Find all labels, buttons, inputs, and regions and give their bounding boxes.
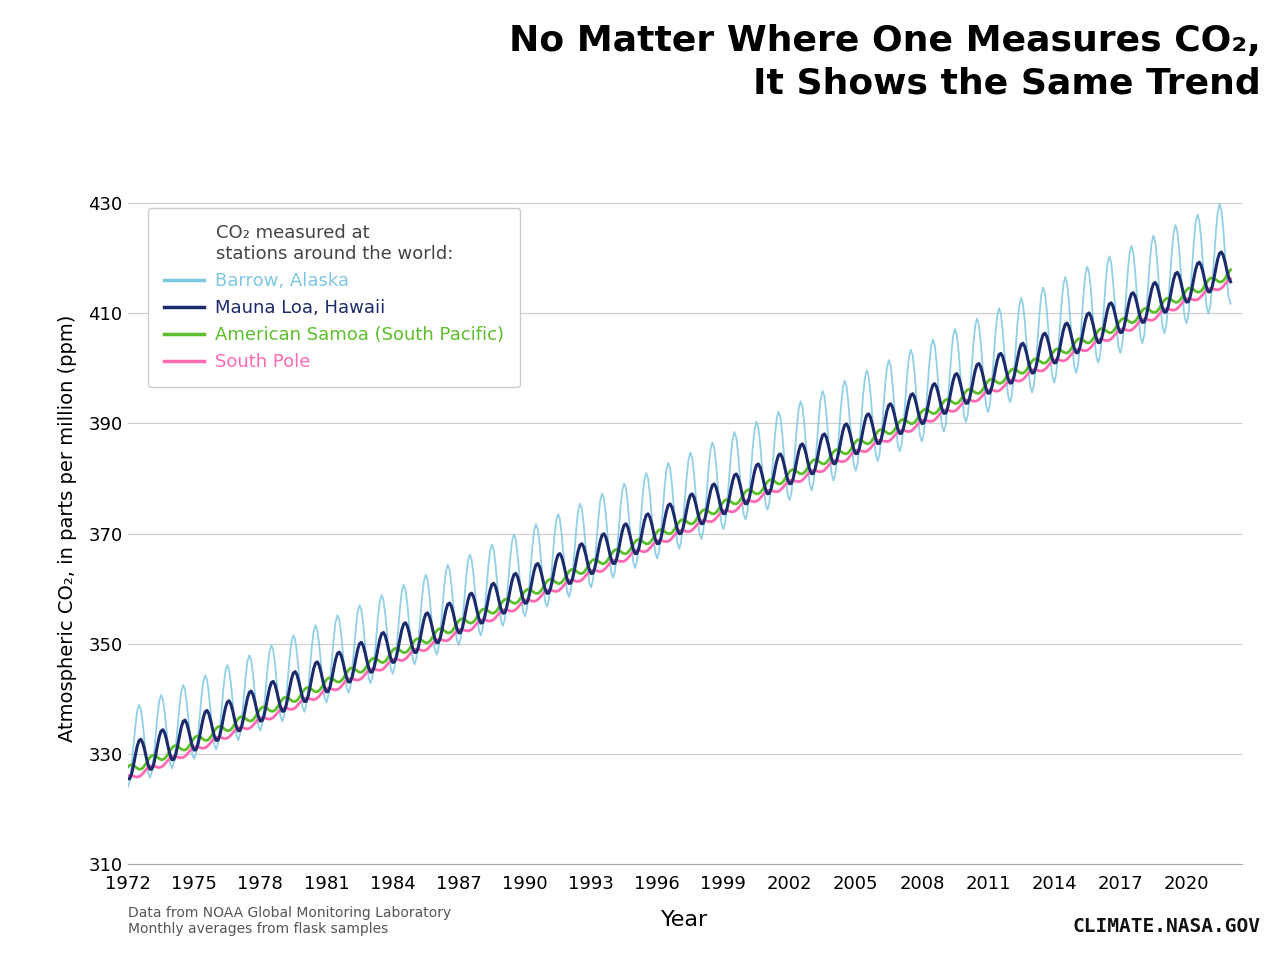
Text: Data from NOAA Global Monitoring Laboratory
Monthly averages from flask samples: Data from NOAA Global Monitoring Laborat… (128, 906, 452, 936)
Text: CLIMATE.NASA.GOV: CLIMATE.NASA.GOV (1073, 917, 1261, 936)
Y-axis label: Atmospheric CO₂, in parts per million (ppm): Atmospheric CO₂, in parts per million (p… (58, 314, 77, 742)
X-axis label: Year: Year (662, 910, 708, 930)
Text: No Matter Where One Measures CO₂,
It Shows the Same Trend: No Matter Where One Measures CO₂, It Sho… (509, 24, 1261, 100)
Legend: Barrow, Alaska, Mauna Loa, Hawaii, American Samoa (South Pacific), South Pole: Barrow, Alaska, Mauna Loa, Hawaii, Ameri… (148, 207, 520, 387)
